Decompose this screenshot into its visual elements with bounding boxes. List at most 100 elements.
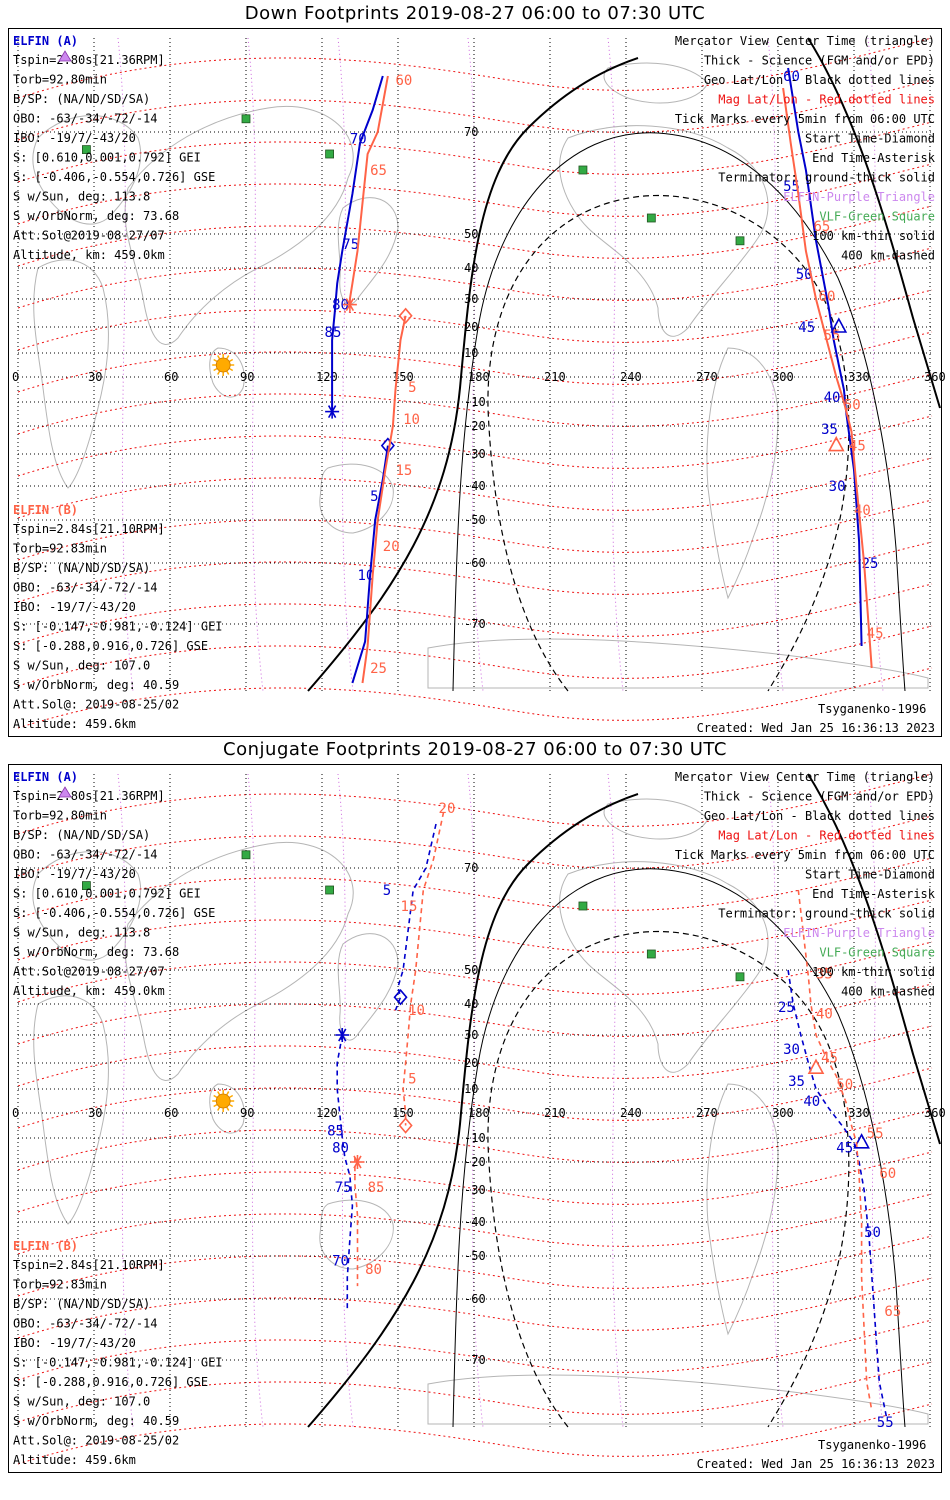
elfin-b-track: 20 15 10 5 85 80 35 40 45 50 55 60 65 [350,801,901,1411]
lat-tick-label: -50 [464,513,486,527]
elfin-b-info-line: S w/OrbNorm, deg: 40.59 [13,1414,179,1428]
mag-lat-line [17,79,933,141]
elfin-b-info-line: IBO: -19/7/-43/20 [13,1336,136,1350]
legend-item: Start Time-Diamond [805,132,935,146]
track-line [797,889,873,1411]
lon-tick-label: 120 [316,1106,338,1120]
elfin-a-info-line: IBO: -19/7/-43/20 [13,867,136,881]
terminator-ground-left [307,57,639,692]
minute-tick-label: 55 [877,1415,894,1431]
legend-item: Tick Marks every 5min from 06:00 UTC [675,112,935,126]
minute-tick-label: 40 [816,1006,833,1022]
elfin-a-info-line: Tspin=2.80s[21.36RPM] [13,53,165,67]
legend-item: Mercator View Center Time (triangle) [675,34,935,48]
legend: Mercator View Center Time (triangle) Thic… [675,34,936,263]
elfin-b-info-line: IBO: -19/7/-43/20 [13,600,136,614]
elfin-a-info-line: OBO: -63/-34/-72/-14 [13,848,158,862]
coastline-4 [337,933,399,1041]
track-line [402,811,445,1126]
elfin-a-info-line: Altitude, km: 459.0km [13,248,165,262]
minute-tick-label: 15 [401,899,418,915]
coastline-9 [427,1374,929,1425]
coastline-8 [603,62,709,104]
minute-tick-label: 55 [867,1126,884,1142]
lat-tick-label: -60 [464,1292,486,1306]
track-line [354,1157,359,1287]
elfin-b-info-line: S: [-0.288,0.916,0.726] GSE [13,1375,208,1389]
elfin-a-info-line: B/SP: (NA/ND/SD/SA) [13,92,150,106]
lon-tick-label: 360 [924,1106,946,1120]
lon-tick-label: 240 [620,370,642,384]
lon-tick-label: 0 [12,370,19,384]
lat-tick-label: 70 [464,861,478,875]
elfin-a-info-line: Tspin=2.80s[21.36RPM] [13,789,165,803]
elfin-a-info-line: B/SP: (NA/ND/SD/SA) [13,828,150,842]
elfin-b-info-line: OBO: -63/-34/-72/-14 [13,581,158,595]
legend-item: Start Time-Diamond [805,868,935,882]
lat-tick-label: -40 [464,479,486,493]
track-line [361,315,407,684]
mlt-line [117,773,134,1428]
elfin-a-info-line: S: [-0.406,-0.554,0.726] GSE [13,170,215,184]
lat-tick-label: 40 [464,997,478,1011]
minute-tick-label: 50 [864,1225,881,1241]
legend-item: 100 km-thin solid [812,965,935,979]
vlf-station-square [241,850,251,860]
legend-item: Thick - Science (FGM and/or EPD) [704,790,935,804]
track-line [331,75,384,412]
sun-ray [217,355,221,360]
minute-tick-label: 5 [383,883,391,899]
end-time-asterisk [350,1155,365,1169]
sun-ray [217,370,221,375]
mag-lat-line [17,1403,933,1465]
mlt-line [607,37,624,692]
coastline-9 [427,638,929,689]
minute-tick-label: 50 [844,397,861,413]
vlf-station-square [241,114,251,124]
elfin-a-info-line: Torb=92.80min [13,73,107,87]
tick-labels: 0 30 60 90 120 150 180 210 240 270 300 330 360705040… [12,125,946,631]
mlt-grid [117,773,884,1428]
lon-tick-label: 210 [544,1106,566,1120]
minute-tick-label: 25 [778,1000,795,1016]
elfin-a-info-block: ELFIN (A) Tspin=2.80s[21.36RPM] Torb=92.80… [13,34,215,262]
coastlines [32,798,929,1425]
coastline-6 [559,861,769,1073]
sun-ray [217,1091,221,1096]
elfin-a-header: ELFIN (A) [13,770,78,784]
terminator-ground-right [807,773,941,1145]
mag-lat-line [17,37,933,99]
minute-tick-label: 75 [342,237,359,253]
center-time-triangle [853,1133,870,1149]
elfin-a-info-line: Att.Sol@2019-08-27/07 [13,965,165,979]
coastline-0 [124,106,354,345]
minute-tick-label: 50 [796,267,813,283]
lon-tick-label: 240 [620,1106,642,1120]
minute-tick-label: 65 [370,163,387,179]
minute-tick-label: 40 [824,390,841,406]
minute-tick-label: 60 [879,1166,896,1182]
minute-tick-label: 80 [365,1262,382,1278]
lon-tick-label: 330 [848,1106,870,1120]
lat-tick-label: 30 [464,1028,478,1042]
terminator [307,773,941,1428]
mag-lat-line [17,1109,933,1171]
lon-tick-label: 360 [924,370,946,384]
minute-tick-label: 40 [854,503,871,519]
mlt-line [767,37,784,692]
lon-tick-label: 330 [848,370,870,384]
lon-tick-label: 300 [772,1106,794,1120]
lat-tick-label: -10 [464,1131,486,1145]
elfin-a-info-line: S: [-0.406,-0.554,0.726] GSE [13,906,215,920]
lat-tick-label: -20 [464,419,486,433]
vlf-station-square [735,236,745,246]
elfin-b-info-line: S w/Sun, deg: 107.0 [13,1395,150,1409]
center-time-triangle [807,1058,825,1075]
coastline-8 [603,798,709,840]
end-time-asterisk [325,404,340,419]
mag-lat-line [17,205,933,267]
minute-tick-label: 45 [798,320,815,336]
track-line [336,1034,354,1312]
elfin-b-info-line: S: [-0.147,-0.981,-0.124] GEI [13,620,223,634]
geo-grid [17,38,932,691]
